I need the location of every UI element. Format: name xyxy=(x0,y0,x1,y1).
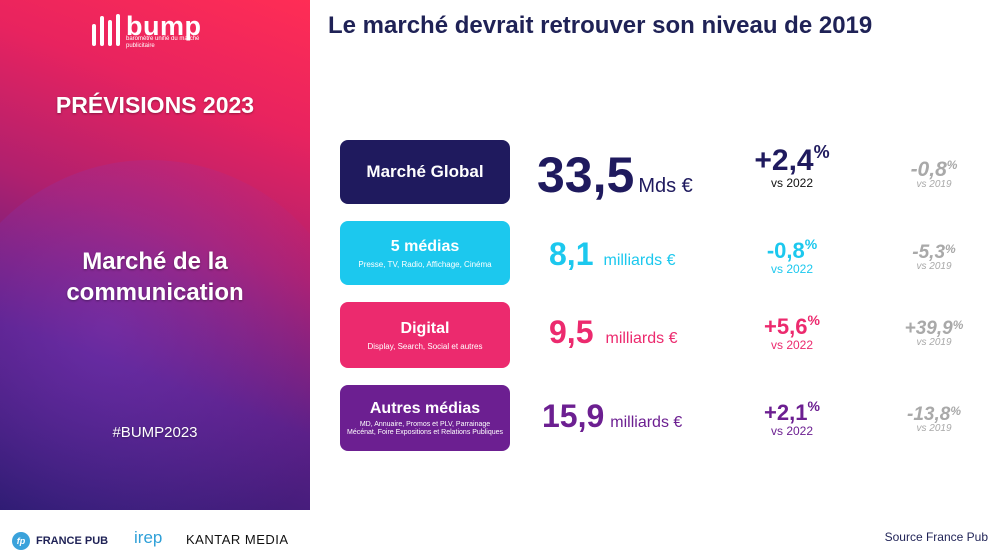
france-pub-icon: fp xyxy=(12,532,30,550)
change-ref: vs 2022 xyxy=(770,262,814,276)
change-number: +5,6 xyxy=(764,314,808,339)
change19-number: -5,3 xyxy=(912,242,946,263)
percent-sign: % xyxy=(807,398,820,414)
value-unit: Mds € xyxy=(638,175,693,197)
label-box-5-medias: 5 médias Presse, TV, Radio, Affichage, C… xyxy=(340,221,510,285)
value-5-medias: 8,1 milliards € xyxy=(549,236,676,273)
irep-logo: irep xyxy=(134,528,163,547)
percent-sign: % xyxy=(945,242,956,256)
france-pub-logo: fp FRANCE PUB xyxy=(12,532,108,550)
label-main: 5 médias xyxy=(390,237,460,255)
brand-tagline: baromètre unifié du marché publicitaire xyxy=(126,36,200,49)
change19-number: -13,8 xyxy=(907,404,951,425)
subtitle-line-1: Marché de la xyxy=(82,248,228,275)
percent-sign: % xyxy=(804,236,818,252)
label-sub: Presse, TV, Radio, Affichage, Cinéma xyxy=(358,259,492,269)
kantar-media-logo: KANTAR MEDIA xyxy=(186,532,289,547)
market-subtitle: Marché de la communication xyxy=(0,246,310,308)
hashtag: #BUMP2023 xyxy=(112,424,198,441)
change19-number: +39,9 xyxy=(904,318,953,339)
change-2019-5-medias: -5,3% vs 2019 xyxy=(889,242,979,272)
change-2022-global: +2,4% vs 2022 xyxy=(737,142,847,190)
brand-name: bump xyxy=(126,11,202,41)
change-2019-digital: +39,9% vs 2019 xyxy=(889,318,979,348)
change-2022-digital: +5,6% vs 2022 xyxy=(737,312,847,352)
label-main: Autres médias xyxy=(369,399,481,417)
change19-ref: vs 2019 xyxy=(916,179,952,190)
change19-number: -0,8 xyxy=(910,158,947,181)
page-title: Le marché devrait retrouver son niveau d… xyxy=(328,12,873,39)
change19-ref: vs 2019 xyxy=(916,423,952,434)
change-ref: vs 2022 xyxy=(770,424,814,438)
percent-sign: % xyxy=(952,318,964,332)
change-2022-5-medias: -0,8% vs 2022 xyxy=(737,236,847,276)
label-box-digital: Digital Display, Search, Social et autre… xyxy=(340,302,510,368)
bump-bars-icon xyxy=(92,14,120,46)
label-main: Marché Global xyxy=(366,162,484,181)
label-sub: Display, Search, Social et autres xyxy=(367,341,483,351)
source-note: Source France Pub xyxy=(884,530,988,544)
footer: fp FRANCE PUB irep KANTAR MEDIA Source F… xyxy=(0,510,1004,560)
percent-sign: % xyxy=(946,158,958,172)
change-2019-global: -0,8% vs 2019 xyxy=(889,158,979,190)
change-ref: vs 2022 xyxy=(770,176,814,190)
change19-ref: vs 2019 xyxy=(916,261,952,272)
change-number: -0,8 xyxy=(766,238,805,263)
value-unit: milliards € xyxy=(603,252,676,269)
value-digital: 9,5 milliards € xyxy=(549,314,678,351)
value-number: 9,5 xyxy=(549,314,594,350)
percent-sign: % xyxy=(813,142,830,162)
change-number: +2,1 xyxy=(764,400,808,425)
label-sub: MD, Annuaire, Promos et PLV, Parrainage … xyxy=(346,420,504,436)
percent-sign: % xyxy=(807,312,820,328)
percent-sign: % xyxy=(950,404,961,418)
sidebar-panel: bump baromètre unifié du marché publicit… xyxy=(0,0,310,510)
france-pub-text: FRANCE PUB xyxy=(36,535,109,547)
value-number: 33,5 xyxy=(537,147,635,203)
forecast-title: PRÉVISIONS 2023 xyxy=(55,92,255,118)
label-main: Digital xyxy=(400,319,450,337)
change-number: +2,4 xyxy=(754,144,814,177)
value-number: 15,9 xyxy=(542,398,605,434)
change19-ref: vs 2019 xyxy=(916,337,952,348)
change-2019-autres-medias: -13,8% vs 2019 xyxy=(889,404,979,434)
label-box-global: Marché Global xyxy=(340,140,510,204)
change-2022-autres-medias: +2,1% vs 2022 xyxy=(737,398,847,438)
value-global: 33,5 Mds € xyxy=(537,146,693,204)
label-box-autres-medias: Autres médias MD, Annuaire, Promos et PL… xyxy=(340,385,510,451)
value-unit: milliards € xyxy=(610,414,683,431)
value-number: 8,1 xyxy=(549,236,594,272)
change-ref: vs 2022 xyxy=(770,338,814,352)
bump-logo: bump baromètre unifié du marché publicit… xyxy=(92,11,206,50)
subtitle-line-2: communication xyxy=(66,279,244,306)
value-unit: milliards € xyxy=(605,330,678,347)
value-autres-medias: 15,9 milliards € xyxy=(542,398,682,435)
